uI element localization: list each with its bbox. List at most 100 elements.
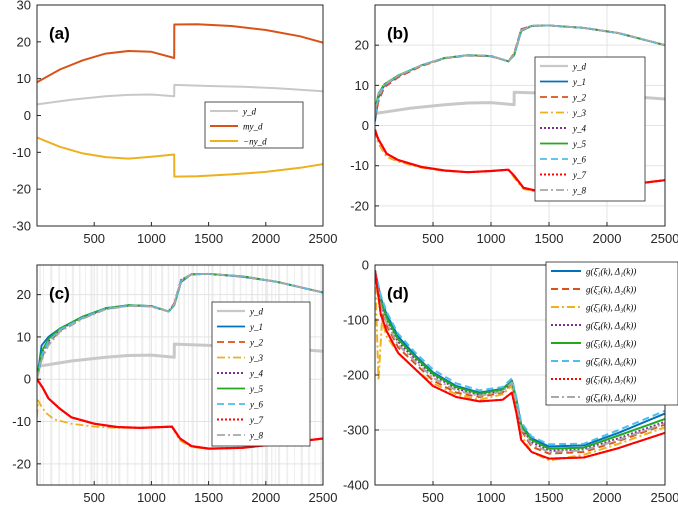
y-tick-label: -20 [12,182,31,197]
legend-label: y_2 [572,93,586,103]
x-tick-label: 2000 [251,231,280,246]
y-tick-label: 0 [24,108,31,123]
stripe [101,265,103,485]
stripe [58,265,60,485]
y-tick-label: 0 [24,372,31,387]
stripe [134,265,136,485]
panel-2: 500 1000 1500 2000 2500 -20 -10 0 10 20 (b) y_d y_1y… [350,4,678,246]
series-line-6 [37,272,323,380]
axes-frame [374,4,666,227]
legend-label: y_8 [249,431,263,441]
legend-label: y_4 [249,369,263,379]
series-line-7 [37,272,323,380]
panel-label: (d) [387,284,409,303]
series-line-9 [375,24,665,112]
y-tick-label: 10 [355,78,369,93]
legend: y_d y_1 y_2 y_3 y_4 y_5 y_6 y_7 y_8 [211,301,311,447]
y-tick-label: -400 [343,478,369,493]
series-group [375,24,665,193]
x-tick-label: 500 [83,490,105,505]
series-line-8 [375,270,665,453]
legend-label: g(ξ̄₃(k), Δ₃(k)) [586,303,636,313]
x-tick-label: 2500 [651,231,678,246]
legend-label: y_d [242,107,256,117]
stripe [320,265,323,485]
x-tick-label: 500 [422,490,444,505]
y-tick-label: 10 [17,329,31,344]
legend-box [534,56,646,202]
stripe [155,265,157,485]
series-line-6 [375,270,665,446]
series-line-2 [37,23,323,84]
stripe [204,265,206,485]
legend-box [545,261,678,406]
x-tick-label: 1000 [137,490,166,505]
legend-label: g(ξ̄₄(k), Δ₄(k)) [586,321,636,331]
stripe [126,265,129,485]
series-line-10 [37,378,323,450]
stripe [105,265,109,485]
y-tick-label: -200 [343,368,369,383]
legend-label: g(ξ̄₅(k), Δ₅(k)) [586,339,636,349]
x-tick-label: 2500 [309,490,338,505]
legend-label: g(ξ̄₂(k), Δ₂(k)) [586,285,636,295]
stripe [177,265,181,485]
stripe [90,265,93,485]
series-group [375,270,665,462]
panel-label: (a) [49,24,70,43]
stripe [167,265,170,485]
legend: y_d y_1 y_2 y_3 y_4 y_5 y_6 y_7 y_8 [534,56,646,202]
series-line-9 [375,270,665,460]
legend-label: y_5 [249,384,263,394]
series-line-5 [375,270,665,450]
legend-label: y_3 [249,353,263,363]
y-tick-label: -10 [12,145,31,160]
legend-label: g(ξ̄₈(k), Δ₈(k)) [586,393,636,403]
stripe [85,265,87,485]
x-tick-label: 500 [422,231,444,246]
stripe [188,265,189,485]
series-line-9 [37,272,323,380]
x-tick-label: 1500 [535,231,564,246]
legend-label: −ny_d [243,137,267,147]
stripe [118,265,121,485]
series-line-2 [375,270,665,455]
y-tick-label: 20 [17,34,31,49]
panel-1: 500 1000 1500 2000 2500 -30 -20 -10 0 10 20 30 (a) y_… [12,0,337,246]
legend-label: g(ξ̄₁(k), Δ₁(k)) [586,267,636,277]
series-group [37,272,323,450]
legend-label: y_7 [572,170,586,180]
legend: g(ξ̄₁(k), Δ₁(k)) g(ξ̄₂(k), Δ₂(k)) g(ξ̄₃(k)… [545,261,678,406]
y-tick-label: 20 [17,287,31,302]
x-tick-label: 1000 [477,490,506,505]
legend-label: g(ξ̄₇(k), Δ₇(k)) [586,375,636,385]
y-tick-label: -10 [350,158,369,173]
stripe [183,265,186,485]
y-tick-label: -100 [343,313,369,328]
legend-label: y_4 [572,124,586,134]
stripe [173,265,175,485]
legend-label: y_1 [572,77,586,87]
x-tick-label: 1000 [477,231,506,246]
y-tick-label: -10 [12,414,31,429]
legend-label: y_6 [572,155,586,165]
legend-label: y_2 [249,338,263,348]
legend-label: y_1 [249,322,263,332]
series-line-3 [37,136,323,178]
stripe [115,265,116,485]
legend-label: y_5 [572,139,586,149]
y-tick-label: 30 [17,0,31,13]
y-tick-label: 20 [355,38,369,53]
y-tick-label: -20 [12,456,31,471]
stripe [110,265,113,485]
x-tick-label: 2000 [251,490,280,505]
stripe [314,265,316,485]
stripe [42,265,44,485]
x-tick-label: 1000 [137,231,166,246]
legend: y_d my_d −ny_d [204,101,304,149]
y-tick-label: -30 [12,219,31,234]
stripe [141,265,144,485]
legend-label: y_6 [249,400,263,410]
legend-label: g(ξ̄₆(k), Δ₆(k)) [586,357,636,367]
